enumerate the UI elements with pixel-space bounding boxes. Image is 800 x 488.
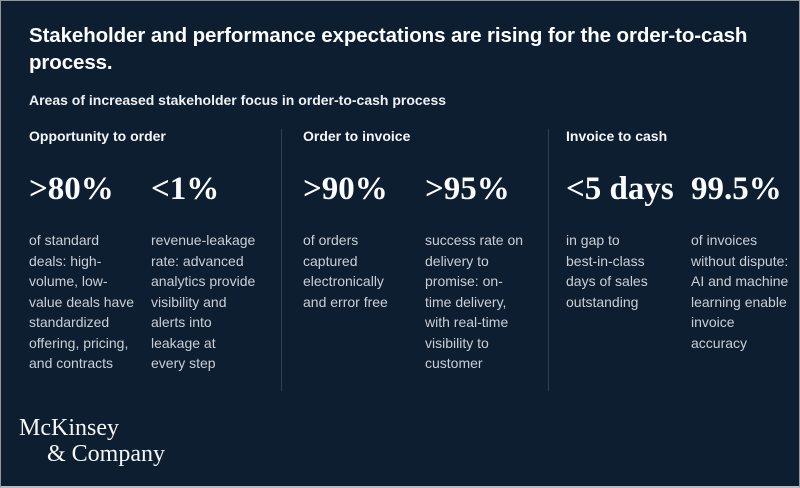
logo-line-2: & Company <box>47 441 165 467</box>
stat-description: success rate on delivery to promise: on-… <box>425 232 524 371</box>
column-opportunity-to-order: Opportunity to order >80% of standard de… <box>29 129 281 391</box>
stats-grid: >90% of orders captured electronically a… <box>303 171 548 374</box>
page-title: Stakeholder and performance expectations… <box>29 24 748 74</box>
mckinsey-logo: McKinsey & Company <box>1 415 799 467</box>
stat-value: >95% <box>425 171 510 207</box>
stat-block: <1% revenue-leakage rate: advanced analy… <box>151 171 281 374</box>
slide-content: Stakeholder and performance expectations… <box>1 1 799 391</box>
column-header: Invoice to cash <box>566 128 668 144</box>
stat-value: <1% <box>151 171 220 207</box>
page-subtitle: Areas of increased stakeholder focus in … <box>29 92 447 108</box>
column-invoice-to-cash: Invoice to cash <5 days in gap to best-i… <box>548 129 789 391</box>
stat-block: 99.5% of invoices without dispute: AI an… <box>691 171 789 353</box>
column-header: Opportunity to order <box>29 128 166 144</box>
stat-block: <5 days in gap to best-in-class days of … <box>566 171 691 353</box>
stat-value: <5 days <box>566 171 674 207</box>
stats-grid: >80% of standard deals: high- volume, lo… <box>29 171 281 374</box>
stat-description: of invoices without dispute: AI and mach… <box>691 232 789 351</box>
stat-description: of orders captured electronically and er… <box>303 232 388 310</box>
stats-grid: <5 days in gap to best-in-class days of … <box>566 171 789 353</box>
column-order-to-invoice: Order to invoice >90% of orders captured… <box>281 129 548 391</box>
stat-value: 99.5% <box>691 171 782 207</box>
focus-columns: Opportunity to order >80% of standard de… <box>29 129 789 391</box>
stat-block: >95% success rate on delivery to promise… <box>425 171 548 374</box>
stat-description: revenue-leakage rate: advanced analytics… <box>151 232 256 371</box>
stat-description: of standard deals: high- volume, low- va… <box>29 232 135 371</box>
stat-block: >90% of orders captured electronically a… <box>303 171 425 374</box>
stat-value: >90% <box>303 171 388 207</box>
column-header: Order to invoice <box>303 128 411 144</box>
stat-block: >80% of standard deals: high- volume, lo… <box>29 171 151 374</box>
logo-line-1: McKinsey <box>19 415 119 441</box>
stat-value: >80% <box>29 171 114 207</box>
stat-description: in gap to best-in-class days of sales ou… <box>566 232 648 310</box>
